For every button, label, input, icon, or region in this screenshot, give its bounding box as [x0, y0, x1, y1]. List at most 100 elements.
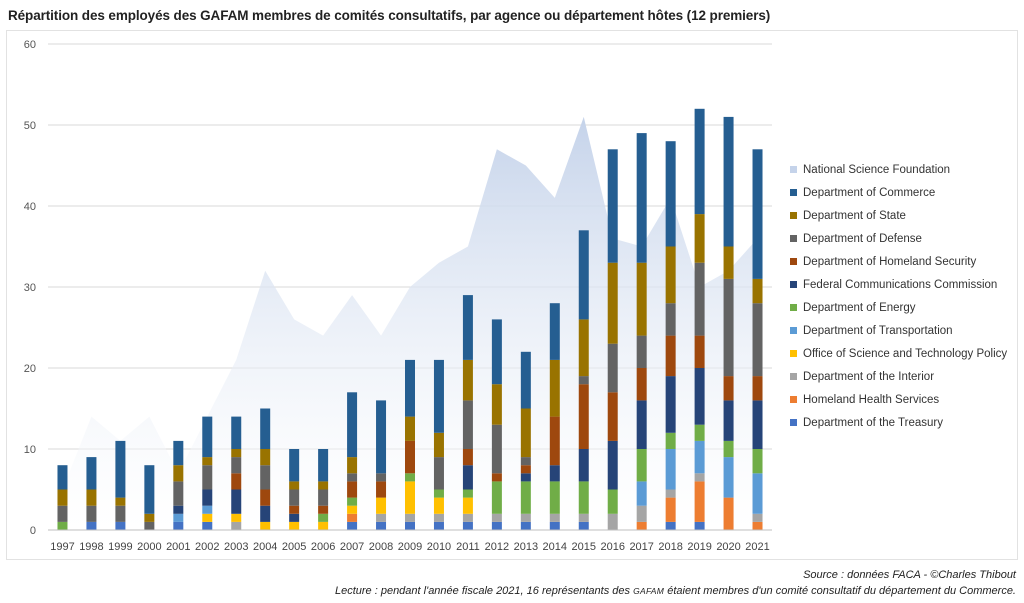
bar-segment-federal-communications-commission: [578, 449, 589, 482]
x-tick-label: 2018: [658, 541, 682, 553]
reading-note-after: étaient membres d'un comité consultatif …: [667, 585, 1016, 597]
bar-segment-department-of-state: [318, 481, 329, 490]
legend-swatch: [790, 235, 797, 242]
bar-segment-department-of-defense: [318, 489, 329, 506]
legend-item: Department of Energy: [790, 296, 1007, 319]
bar-segment-department-of-homeland-security: [260, 489, 271, 506]
legend-swatch: [790, 281, 797, 288]
bar-segment-department-of-the-interior: [462, 513, 473, 522]
bar-segment-department-of-homeland-security: [462, 449, 473, 466]
bar-segment-department-of-transportation: [636, 481, 647, 506]
legend-swatch: [790, 304, 797, 311]
bar-segment-homeland-health-services: [723, 497, 734, 530]
bar-segment-department-of-homeland-security: [694, 335, 705, 368]
bar-segment-department-of-the-interior: [636, 505, 647, 522]
bar-segment-federal-communications-commission: [173, 505, 184, 514]
bar-segment-federal-communications-commission: [462, 465, 473, 490]
bar-segment-department-of-state: [405, 416, 415, 441]
x-tick-label: 2017: [629, 541, 653, 553]
bar-segment-department-of-state: [289, 481, 300, 490]
bar-segment-department-of-state: [173, 465, 184, 482]
bar-segment-department-of-energy: [723, 440, 734, 458]
bar-segment-homeland-health-services: [665, 497, 676, 522]
legend-label: National Science Foundation: [803, 163, 951, 176]
bar-segment-department-of-the-treasury: [173, 521, 184, 530]
bar-segment-department-of-state: [57, 489, 68, 506]
chart-title: Répartition des employés des GAFAM membr…: [8, 8, 771, 23]
bar-segment-department-of-energy: [752, 449, 763, 474]
bar-segment-federal-communications-commission: [694, 368, 705, 425]
bar-segment-department-of-homeland-security: [318, 505, 329, 514]
legend-label: Department of the Interior: [803, 370, 935, 383]
bar-segment-federal-communications-commission: [752, 400, 763, 449]
x-tick-label: 2005: [282, 541, 306, 553]
bar-segment-department-of-state: [260, 449, 271, 466]
bar-segment-department-of-transportation: [723, 457, 734, 498]
bar-segment-department-of-the-treasury: [462, 521, 473, 530]
legend-label: Homeland Health Services: [803, 393, 940, 406]
bar-segment-department-of-defense: [665, 303, 676, 336]
bar-segment-department-of-the-treasury: [694, 521, 705, 530]
bar-segment-department-of-commerce: [173, 440, 184, 466]
bar-segment-department-of-homeland-security: [405, 440, 415, 474]
x-tick-label: 2019: [687, 541, 711, 553]
bar-segment-department-of-the-interior: [694, 473, 705, 482]
bar-segment-department-of-homeland-security: [665, 335, 676, 377]
bar-segment-department-of-commerce: [723, 116, 734, 247]
bar-segment-department-of-homeland-security: [549, 416, 560, 466]
y-tick-label: 50: [24, 120, 36, 132]
x-tick-label: 1998: [79, 541, 103, 553]
bar-segment-department-of-defense: [752, 303, 763, 377]
bar-segment-department-of-defense: [202, 465, 213, 490]
bar-segment-department-of-defense: [491, 424, 502, 474]
bar-segment-department-of-state: [723, 246, 734, 279]
legend-label: Department of Transportation: [803, 324, 953, 337]
bar-segment-department-of-the-interior: [520, 513, 531, 522]
bar-segment-department-of-the-treasury: [578, 521, 589, 530]
bar-segment-homeland-health-services: [347, 513, 358, 522]
bar-segment-office-of-science-and-technology-policy: [347, 505, 358, 514]
legend-item: Department of Homeland Security: [790, 250, 1007, 273]
bar-segment-department-of-energy: [520, 481, 531, 514]
bar-segment-department-of-state: [115, 497, 126, 506]
bar-segment-department-of-commerce: [318, 449, 329, 482]
bar-segment-federal-communications-commission: [202, 489, 213, 506]
bar-segment-department-of-homeland-security: [491, 473, 502, 482]
x-tick-label: 2006: [311, 541, 335, 553]
bar-segment-department-of-state: [520, 408, 531, 458]
bar-segment-department-of-defense: [636, 335, 647, 368]
bar-segment-department-of-transportation: [202, 505, 213, 514]
bar-segment-department-of-energy: [347, 497, 358, 506]
bar-segment-department-of-energy: [636, 449, 647, 482]
bar-segment-department-of-defense: [144, 521, 155, 530]
x-tick-label: 2008: [369, 541, 393, 553]
x-tick-label: 2001: [166, 541, 190, 553]
legend-label: Department of Defense: [803, 232, 922, 245]
bar-segment-department-of-state: [86, 489, 97, 506]
bar-segment-federal-communications-commission: [607, 440, 618, 490]
chart-legend: National Science Foundation Department of…: [790, 158, 1007, 434]
bar-segment-department-of-defense: [694, 262, 705, 336]
legend-swatch: [790, 327, 797, 334]
bar-segment-department-of-commerce: [405, 359, 415, 417]
y-tick-label: 60: [24, 39, 36, 51]
bar-segment-department-of-state: [665, 246, 676, 304]
bar-segment-department-of-the-interior: [433, 513, 444, 522]
bar-segment-homeland-health-services: [752, 521, 763, 530]
legend-label: Office of Science and Technology Policy: [803, 347, 1008, 360]
bar-segment-department-of-the-interior: [578, 513, 589, 522]
bar-segment-department-of-energy: [57, 521, 68, 530]
x-tick-label: 2000: [137, 541, 161, 553]
x-tick-label: 2007: [340, 541, 364, 553]
plot-frame: [6, 30, 1018, 560]
bar-segment-department-of-the-treasury: [347, 521, 358, 530]
bar-segment-department-of-commerce: [376, 400, 387, 474]
bar-segment-department-of-the-treasury: [405, 521, 415, 530]
legend-swatch: [790, 258, 797, 265]
x-tick-label: 2021: [745, 541, 769, 553]
bar-segment-office-of-science-and-technology-policy: [231, 513, 242, 522]
x-tick-label: 2015: [572, 541, 596, 553]
bar-segment-department-of-commerce: [115, 440, 126, 498]
bar-segment-department-of-defense: [520, 457, 531, 466]
bar-segment-department-of-transportation: [665, 449, 676, 490]
